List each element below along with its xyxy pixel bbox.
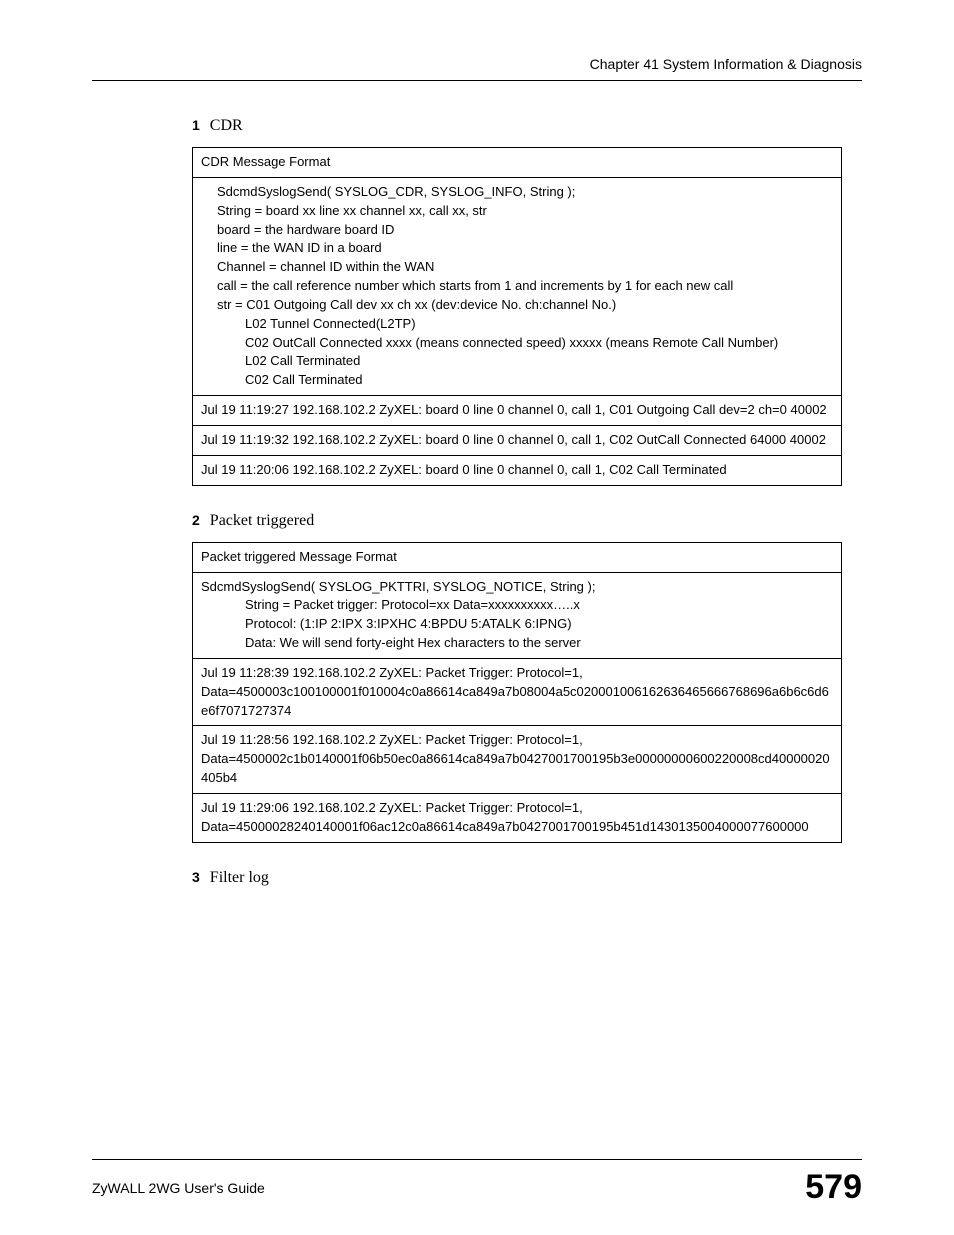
- cdr-header-cell: CDR Message Format: [193, 148, 842, 178]
- code-line: String = board xx line xx channel xx, ca…: [201, 202, 833, 221]
- section-number: 1: [192, 117, 200, 133]
- table-row: SdcmdSyslogSend( SYSLOG_CDR, SYSLOG_INFO…: [193, 177, 842, 395]
- table-row: Jul 19 11:28:56 192.168.102.2 ZyXEL: Pac…: [193, 726, 842, 794]
- page-footer: ZyWALL 2WG User's Guide 579: [92, 1159, 862, 1207]
- packet-header-cell: Packet triggered Message Format: [193, 542, 842, 572]
- section-number: 2: [192, 512, 200, 528]
- section-heading-cdr: 1 CDR: [192, 117, 862, 135]
- table-row: SdcmdSyslogSend( SYSLOG_PKTTRI, SYSLOG_N…: [193, 572, 842, 658]
- page-number: 579: [805, 1168, 862, 1207]
- packet-table: Packet triggered Message Format SdcmdSys…: [192, 542, 842, 843]
- code-line: SdcmdSyslogSend( SYSLOG_CDR, SYSLOG_INFO…: [201, 183, 833, 202]
- table-row: Jul 19 11:28:39 192.168.102.2 ZyXEL: Pac…: [193, 658, 842, 726]
- code-line: Protocol: (1:IP 2:IPX 3:IPXHC 4:BPDU 5:A…: [201, 615, 833, 634]
- code-line: Channel = channel ID within the WAN: [201, 258, 833, 277]
- table-row: Jul 19 11:20:06 192.168.102.2 ZyXEL: boa…: [193, 455, 842, 485]
- packet-body-cell: SdcmdSyslogSend( SYSLOG_PKTTRI, SYSLOG_N…: [193, 572, 842, 658]
- header-rule: [92, 80, 862, 81]
- code-line: str = C01 Outgoing Call dev xx ch xx (de…: [201, 296, 833, 315]
- table-row: CDR Message Format: [193, 148, 842, 178]
- section-title: CDR: [210, 117, 243, 134]
- footer-row: ZyWALL 2WG User's Guide 579: [92, 1168, 862, 1207]
- section-title: Packet triggered: [210, 512, 314, 529]
- code-line: C02 Call Terminated: [201, 371, 833, 390]
- section-heading-packet: 2 Packet triggered: [192, 512, 862, 530]
- packet-log-cell: Jul 19 11:28:39 192.168.102.2 ZyXEL: Pac…: [193, 658, 842, 726]
- code-line: C02 OutCall Connected xxxx (means connec…: [201, 334, 833, 353]
- code-line: L02 Tunnel Connected(L2TP): [201, 315, 833, 334]
- packet-log-cell: Jul 19 11:29:06 192.168.102.2 ZyXEL: Pac…: [193, 793, 842, 842]
- section-heading-filter: 3 Filter log: [192, 869, 862, 887]
- table-row: Jul 19 11:19:32 192.168.102.2 ZyXEL: boa…: [193, 425, 842, 455]
- code-line: line = the WAN ID in a board: [201, 239, 833, 258]
- table-row: Jul 19 11:19:27 192.168.102.2 ZyXEL: boa…: [193, 396, 842, 426]
- table-row: Packet triggered Message Format: [193, 542, 842, 572]
- code-line: Data: We will send forty-eight Hex chara…: [201, 634, 833, 653]
- footer-guide-name: ZyWALL 2WG User's Guide: [92, 1180, 265, 1196]
- table-row: Jul 19 11:29:06 192.168.102.2 ZyXEL: Pac…: [193, 793, 842, 842]
- section-title: Filter log: [210, 869, 269, 886]
- cdr-log-cell: Jul 19 11:20:06 192.168.102.2 ZyXEL: boa…: [193, 455, 842, 485]
- code-line: call = the call reference number which s…: [201, 277, 833, 296]
- content-area: 1 CDR CDR Message Format SdcmdSyslogSend…: [192, 117, 862, 887]
- page: Chapter 41 System Information & Diagnosi…: [0, 0, 954, 1235]
- cdr-body-cell: SdcmdSyslogSend( SYSLOG_CDR, SYSLOG_INFO…: [193, 177, 842, 395]
- cdr-table: CDR Message Format SdcmdSyslogSend( SYSL…: [192, 147, 842, 486]
- code-line: board = the hardware board ID: [201, 221, 833, 240]
- code-line: String = Packet trigger: Protocol=xx Dat…: [201, 596, 833, 615]
- chapter-title: Chapter 41 System Information & Diagnosi…: [92, 56, 862, 72]
- code-line: L02 Call Terminated: [201, 352, 833, 371]
- packet-log-cell: Jul 19 11:28:56 192.168.102.2 ZyXEL: Pac…: [193, 726, 842, 794]
- cdr-log-cell: Jul 19 11:19:27 192.168.102.2 ZyXEL: boa…: [193, 396, 842, 426]
- code-line: SdcmdSyslogSend( SYSLOG_PKTTRI, SYSLOG_N…: [201, 579, 595, 594]
- footer-rule: [92, 1159, 862, 1160]
- section-number: 3: [192, 869, 200, 885]
- cdr-log-cell: Jul 19 11:19:32 192.168.102.2 ZyXEL: boa…: [193, 425, 842, 455]
